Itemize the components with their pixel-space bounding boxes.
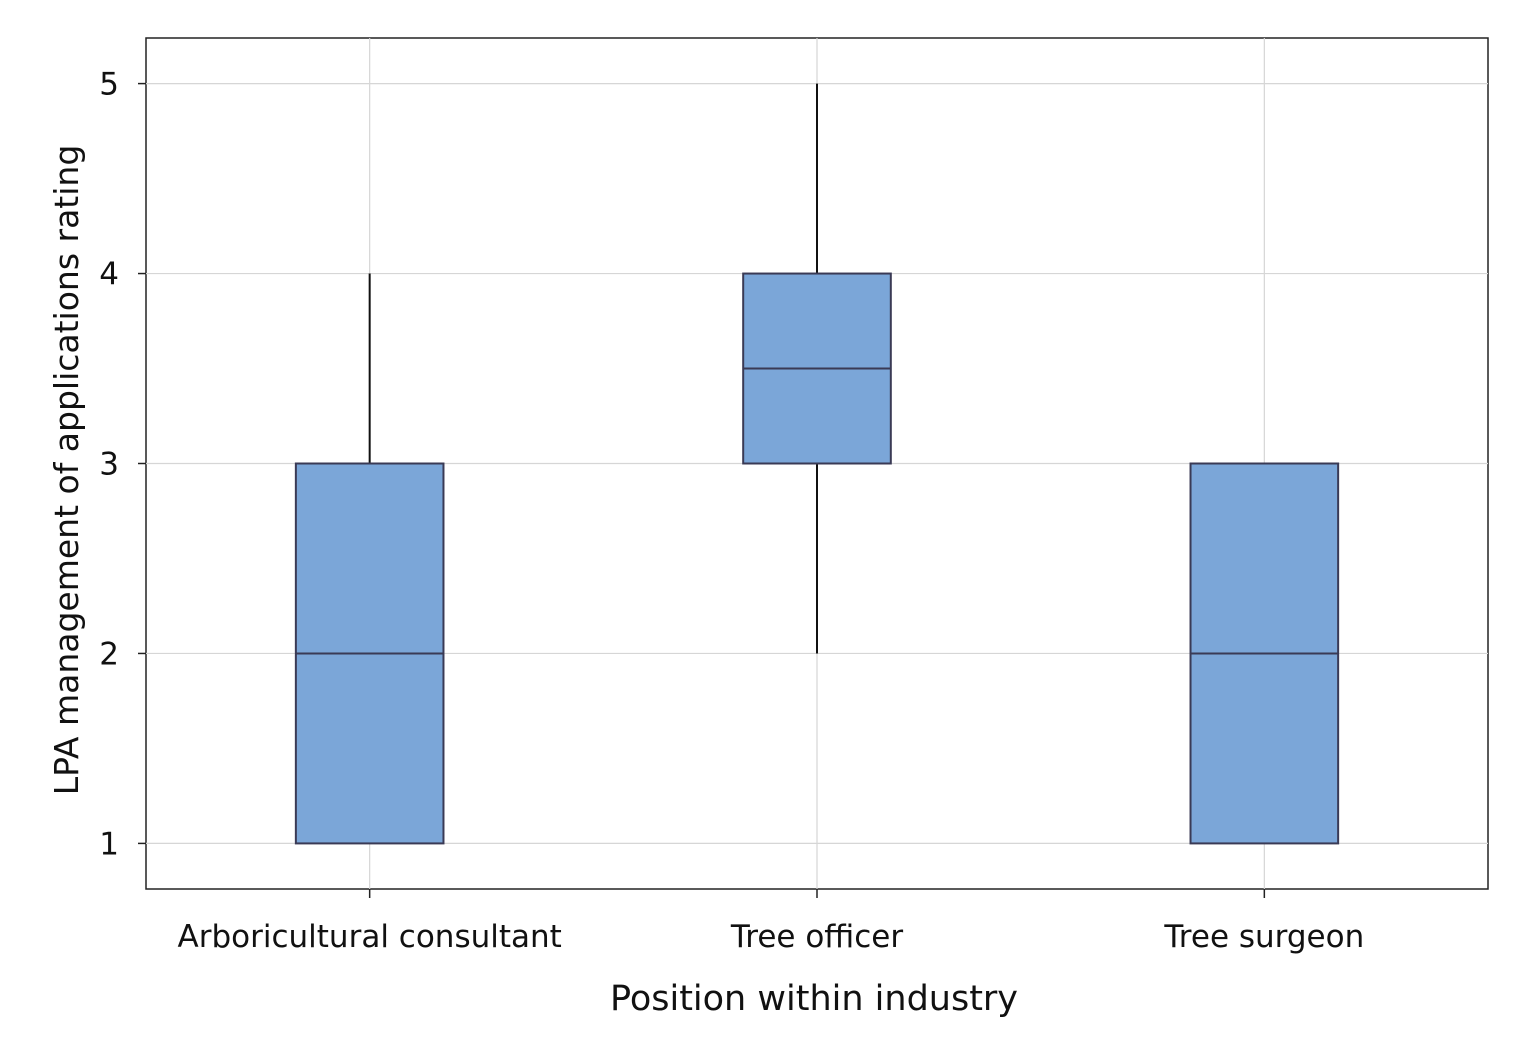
- box-group: [1189, 462, 1340, 845]
- box-group: [294, 273, 445, 845]
- x-axis-title: Position within industry: [610, 979, 1018, 1019]
- y-tick-label: 3: [99, 447, 119, 483]
- y-tick-label: 5: [99, 67, 119, 103]
- y-axis-title: LPA management of applications rating: [47, 145, 86, 796]
- box-layer: [294, 83, 1340, 845]
- y-tick-label: 4: [99, 257, 119, 293]
- x-tick-label: Tree surgeon: [1163, 919, 1364, 955]
- box-group: [742, 83, 892, 654]
- x-tick-label: Arboricultural consultant: [178, 919, 562, 955]
- x-tick-labels: Arboricultural consultant Tree officer Tre…: [178, 919, 1365, 955]
- y-tick-label: 2: [99, 636, 119, 672]
- x-tick-label: Tree officer: [730, 919, 903, 955]
- y-tick-label: 1: [99, 826, 119, 862]
- y-tick-labels: 1 2 3 4 5: [99, 67, 119, 863]
